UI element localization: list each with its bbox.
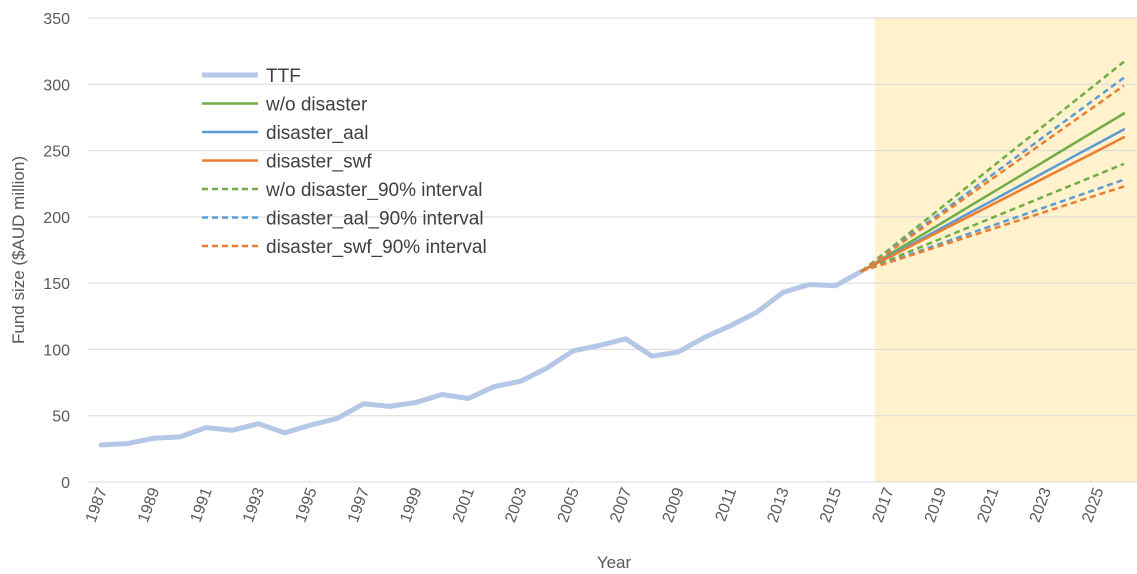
x-tick-label: 2003 xyxy=(502,485,530,524)
series-line xyxy=(860,60,1125,273)
forecast-bar xyxy=(979,18,1007,482)
forecast-bar xyxy=(953,18,981,482)
y-tick-label: 200 xyxy=(43,210,70,227)
x-axis-title: Year xyxy=(597,553,632,572)
x-tick-label: 2001 xyxy=(450,485,478,524)
series-line xyxy=(98,268,865,448)
x-tick-label: 2007 xyxy=(607,485,635,524)
line-layer xyxy=(98,60,1126,448)
y-tick-label: 350 xyxy=(43,11,70,28)
x-tick-label: 1987 xyxy=(83,485,111,524)
x-tick-label: 1999 xyxy=(397,485,425,524)
x-tick-label: 2021 xyxy=(974,485,1002,524)
x-tick-label: 2019 xyxy=(922,485,950,524)
forecast-bar xyxy=(1058,18,1086,482)
series-line xyxy=(860,112,1126,273)
series-line xyxy=(860,84,1125,273)
legend-label: w/o disaster xyxy=(265,95,368,116)
x-tick-label: 2009 xyxy=(660,485,688,524)
y-tick-label: 100 xyxy=(43,342,70,359)
bar-layer xyxy=(874,18,1137,482)
y-tick-label: 150 xyxy=(43,276,70,293)
x-tick-label: 1993 xyxy=(240,485,268,524)
legend-label: disaster_swf_90% interval xyxy=(266,237,487,258)
x-tick-label: 1991 xyxy=(188,485,216,524)
legend-label: disaster_aal xyxy=(266,123,368,144)
forecast-bar xyxy=(927,18,954,482)
x-tick-label: 1989 xyxy=(135,485,163,524)
x-tick-label: 2023 xyxy=(1027,485,1055,524)
x-tick-label: 2015 xyxy=(817,485,845,524)
series-line xyxy=(861,178,1125,273)
legend: TTF w/o disaster disaster_aal disaster_swfw… xyxy=(202,66,487,258)
x-tick-label: 1995 xyxy=(293,485,321,524)
x-tick-label: 2025 xyxy=(1079,485,1107,524)
forecast-bar xyxy=(1005,18,1033,482)
y-tick-label: 0 xyxy=(61,475,70,492)
y-tick-label: 300 xyxy=(43,77,70,94)
x-tick-label: 2005 xyxy=(555,485,583,524)
legend-label: w/o disaster_90% interval xyxy=(265,180,483,201)
legend-label: disaster_swf xyxy=(266,152,372,173)
y-tick-label: 50 xyxy=(52,409,70,426)
legend-label: TTF xyxy=(266,66,301,87)
forecast-bar xyxy=(1084,18,1112,482)
series-line xyxy=(861,162,1125,273)
legend-label: disaster_aal_90% interval xyxy=(266,209,484,230)
x-tick-label: 2013 xyxy=(765,485,793,524)
x-tick-label: 1997 xyxy=(345,485,373,524)
y-tick-label: 250 xyxy=(43,144,70,161)
x-tick-label: 2011 xyxy=(713,485,741,523)
forecast-bar xyxy=(1110,18,1137,482)
x-tick-label: 2017 xyxy=(869,485,897,524)
series-line xyxy=(860,136,1126,273)
y-axis-title: Fund size ($AUD million) xyxy=(9,156,28,344)
forecast-bar xyxy=(1032,18,1059,482)
